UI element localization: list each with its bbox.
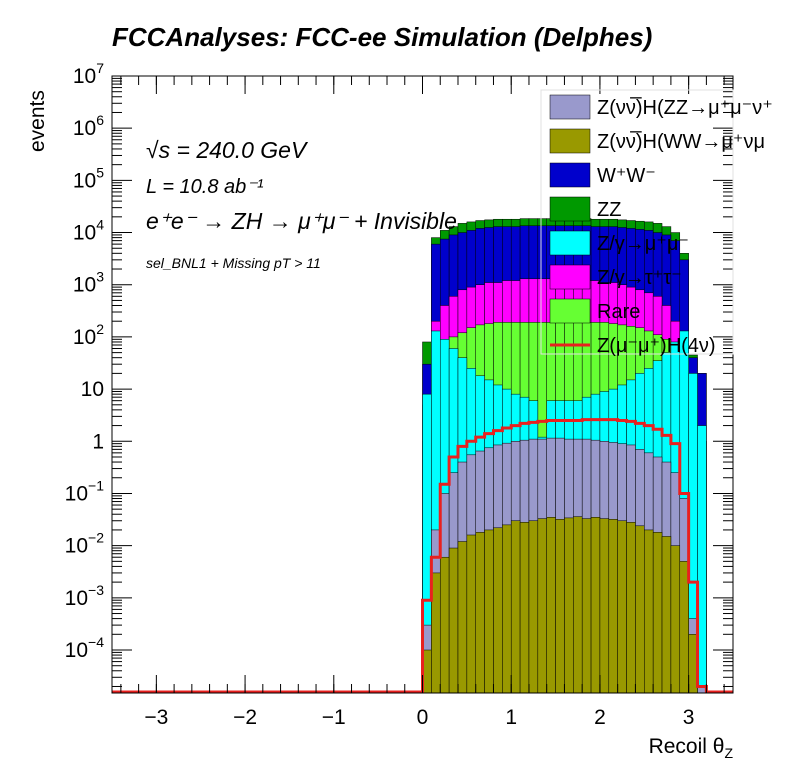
legend-label: Z/γ→μ⁺μ⁻ xyxy=(597,233,689,255)
bar-1-bin-3 xyxy=(448,547,459,694)
y-tick-label: 10−3 xyxy=(65,582,105,610)
legend-label: Rare xyxy=(597,301,640,323)
x-tick-label: 2 xyxy=(594,706,606,729)
legend-swatch xyxy=(549,230,591,256)
y-tick-label: 10 xyxy=(81,378,104,401)
bar-1-bin-8 xyxy=(493,527,503,694)
y-tick-label: 106 xyxy=(73,112,104,140)
signal-line xyxy=(112,418,733,694)
bar-1-bin-21 xyxy=(608,519,618,694)
x-tick-label: −1 xyxy=(322,706,346,729)
bar-1-bin-13 xyxy=(537,518,547,694)
legend-label: Z(νν̅)H(WW→μ⁺νμ xyxy=(597,130,765,153)
selection-annotation: sel_BNL1 + Missing pT > 11 xyxy=(146,255,321,271)
bar-1-bin-2 xyxy=(439,556,450,694)
y-tick-label: 10−4 xyxy=(65,634,105,662)
legend-box xyxy=(540,89,734,355)
x-tick-label: −3 xyxy=(144,706,168,729)
legend-swatch xyxy=(549,162,591,188)
bar-1-bin-19 xyxy=(590,517,601,694)
bar-1-bin-5 xyxy=(466,534,476,694)
bar-1-bin-27 xyxy=(661,536,672,694)
lumi-annotation: L = 10.8 ab⁻¹ xyxy=(146,176,264,198)
bar-1-bin-22 xyxy=(617,520,627,694)
bar-1-bin-23 xyxy=(626,522,636,694)
bar-1-bin-16 xyxy=(564,517,574,694)
sqrt-s-annotation: √s = 240.0 GeV xyxy=(146,137,309,163)
x-tick-label: −2 xyxy=(233,706,257,729)
bar-1-bin-4 xyxy=(457,541,468,694)
y-tick-label: 107 xyxy=(73,60,104,88)
legend-swatch xyxy=(549,94,591,120)
x-tick-label: 1 xyxy=(505,706,517,729)
y-tick-label: 10−1 xyxy=(65,477,105,505)
legend-label: W⁺W⁻ xyxy=(597,165,656,187)
legend-swatch xyxy=(549,128,591,154)
bar-1-bin-28 xyxy=(670,545,681,694)
legend-label: Z(μ⁻μ⁺)H(4ν) xyxy=(597,335,716,357)
bar-1-bin-10 xyxy=(510,520,521,694)
legend-swatch xyxy=(549,298,591,324)
bar-1-bin-12 xyxy=(528,520,539,694)
bar-1-bin-26 xyxy=(652,532,663,694)
x-tick-label: 3 xyxy=(683,706,695,729)
legend-label: Z(νν̅)H(ZZ→μ⁺μ⁻ν⁺ xyxy=(597,96,773,119)
chart-title: FCCAnalyses: FCC-ee Simulation (Delphes) xyxy=(112,22,652,52)
bar-1-bin-7 xyxy=(484,529,494,694)
legend-label: Z/γ→τ⁺τ⁻ xyxy=(597,267,682,289)
bar-1-bin-25 xyxy=(644,529,654,694)
y-tick-label: 10−2 xyxy=(65,530,105,558)
legend: Z(νν̅)H(ZZ→μ⁺μ⁻ν⁺ Z(νν̅)H(WW→μ⁺νμ W⁺W⁻ ZZ Z/… xyxy=(540,89,773,357)
x-axis: −3 −2 −1 0 1 2 3 xyxy=(120,76,725,729)
y-tick-label: 104 xyxy=(73,217,104,245)
bar-1-bin-17 xyxy=(573,516,583,694)
bar-1-bin-14 xyxy=(546,517,556,694)
y-tick-label: 105 xyxy=(73,164,104,192)
y-axis-label: events xyxy=(26,90,49,152)
legend-swatch xyxy=(549,196,591,222)
bar-1-bin-15 xyxy=(555,519,565,694)
bar-1-bin-24 xyxy=(635,525,645,694)
legend-swatch xyxy=(549,264,591,290)
bar-1-bin-9 xyxy=(502,524,512,694)
bar-1-bin-6 xyxy=(475,532,485,694)
bar-1-bin-18 xyxy=(581,518,592,694)
bar-1-bin-11 xyxy=(519,522,530,694)
y-tick-label: 1 xyxy=(92,430,104,453)
y-tick-label: 103 xyxy=(73,269,104,297)
bar-1-bin-20 xyxy=(599,518,610,694)
y-axis: 10−4 10−3 10−2 10−1 1 10 102 103 104 105 106 107 xyxy=(65,60,733,687)
stacked-histogram xyxy=(422,218,707,694)
process-annotation: e⁺e⁻ → ZH → μ⁺μ⁻ + Invisible xyxy=(146,208,457,234)
legend-label: ZZ xyxy=(597,199,621,221)
x-axis-label: Recoil θZ xyxy=(649,735,734,761)
x-tick-label: 0 xyxy=(417,706,429,729)
y-tick-label: 102 xyxy=(73,321,104,349)
